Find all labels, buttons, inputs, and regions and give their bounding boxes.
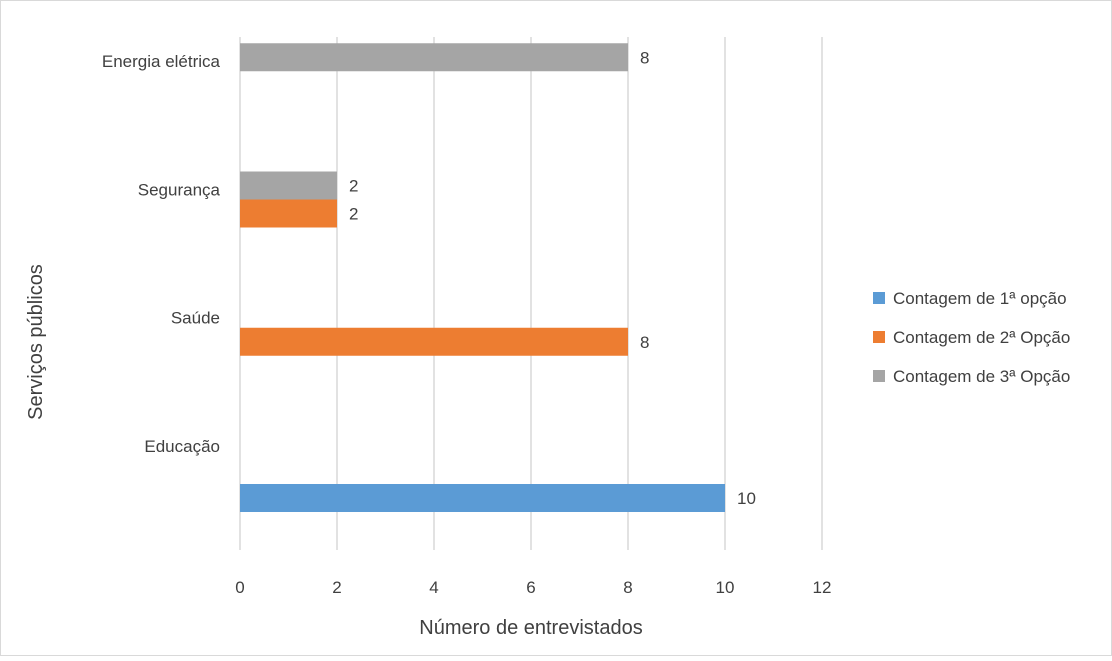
legend-swatch bbox=[873, 292, 885, 304]
x-tick-label: 10 bbox=[716, 578, 735, 597]
y-axis-categories: Educação Saúde Segurança Energia elétrica bbox=[102, 52, 221, 456]
x-axis-title: Número de entrevistados bbox=[419, 617, 642, 639]
gridlines bbox=[239, 37, 823, 550]
data-label: 8 bbox=[640, 333, 649, 352]
x-tick-label: 4 bbox=[429, 578, 438, 597]
bar bbox=[240, 327, 628, 356]
legend-swatch bbox=[873, 370, 885, 382]
data-label: 2 bbox=[349, 205, 358, 224]
data-label: 10 bbox=[737, 489, 756, 508]
x-tick-label: 2 bbox=[332, 578, 341, 597]
legend-swatch bbox=[873, 331, 885, 343]
bars bbox=[240, 43, 725, 512]
y-axis-title: Serviços públicos bbox=[25, 264, 47, 420]
category-label: Energia elétrica bbox=[102, 52, 221, 71]
data-label: 8 bbox=[640, 48, 649, 67]
legend: Contagem de 1ª opção Contagem de 2ª Opção… bbox=[873, 289, 1070, 386]
x-tick-label: 8 bbox=[623, 578, 632, 597]
bar bbox=[240, 171, 337, 200]
data-label: 2 bbox=[349, 177, 358, 196]
bar bbox=[240, 43, 628, 72]
data-labels: 10 8 2 2 8 bbox=[349, 48, 756, 508]
x-tick-label: 6 bbox=[526, 578, 535, 597]
legend-label: Contagem de 2ª Opção bbox=[893, 328, 1070, 347]
x-tick-label: 12 bbox=[813, 578, 832, 597]
category-label: Educação bbox=[144, 437, 220, 456]
x-axis-ticks: 0 2 4 6 8 10 12 bbox=[235, 578, 831, 597]
bar bbox=[240, 484, 725, 512]
category-label: Saúde bbox=[171, 309, 220, 328]
legend-label: Contagem de 3ª Opção bbox=[893, 367, 1070, 386]
category-label: Segurança bbox=[138, 180, 221, 199]
bar bbox=[240, 199, 337, 228]
x-tick-label: 0 bbox=[235, 578, 244, 597]
legend-label: Contagem de 1ª opção bbox=[893, 289, 1067, 308]
